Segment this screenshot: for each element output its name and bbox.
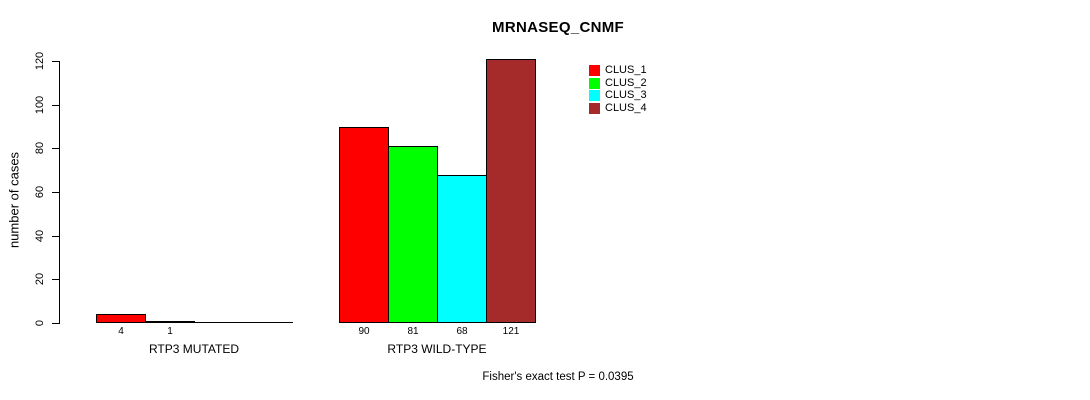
y-tick <box>52 192 59 193</box>
y-tick <box>52 323 59 324</box>
y-tick-label-text: 20 <box>34 272 46 286</box>
y-axis-line <box>59 61 60 324</box>
y-tick <box>52 279 59 280</box>
bar-clus_4-group2 <box>486 59 536 323</box>
y-tick-label-text: 100 <box>34 95 46 115</box>
bar-clus_2-group2 <box>388 146 438 323</box>
y-tick <box>52 61 59 62</box>
y-axis-title-text: number of cases <box>6 151 22 249</box>
legend-swatch-icon <box>589 90 600 102</box>
y-tick-label-text: 80 <box>34 141 46 155</box>
y-tick-label-text: 40 <box>34 229 46 243</box>
legend-swatch-icon <box>589 102 600 114</box>
bar-value-label: 4 <box>118 326 124 337</box>
y-tick-label-text: 120 <box>34 51 46 71</box>
bar-value-label: 1 <box>167 326 173 337</box>
chart-title: MRNASEQ_CNMF <box>492 19 624 36</box>
x-group-label-1: RTP3 MUTATED <box>148 342 239 356</box>
bar-value-label: 68 <box>456 326 468 337</box>
y-tick <box>52 105 59 106</box>
y-tick-label-text: 60 <box>34 185 46 199</box>
y-tick <box>52 148 59 149</box>
bar-clus_2-group1 <box>145 321 195 323</box>
bar-value-label: 121 <box>502 326 520 337</box>
legend-item-clus_4: CLUS_4 <box>589 101 647 114</box>
legend-item-clus_3: CLUS_3 <box>589 89 647 102</box>
legend-swatch-icon <box>589 77 600 89</box>
bar-clus_1-group1 <box>96 314 146 323</box>
bar-clus_1-group2 <box>339 127 389 323</box>
legend-item-clus_2: CLUS_2 <box>589 76 647 89</box>
legend: CLUS_1 CLUS_2 CLUS_3 CLUS_4 <box>589 65 647 115</box>
legend-label: CLUS_1 <box>605 64 647 76</box>
legend-label: CLUS_4 <box>605 101 647 114</box>
legend-label: CLUS_2 <box>605 76 647 89</box>
footnote-annotation: Fisher's exact test P = 0.0395 <box>482 371 634 383</box>
legend-item-clus_1: CLUS_1 <box>589 65 647 76</box>
bar-value-label: 90 <box>358 326 370 337</box>
legend-swatch-icon <box>589 65 600 76</box>
y-tick-label-text: 0 <box>34 319 46 327</box>
y-tick <box>52 236 59 237</box>
x-group-label-2: RTP3 WILD-TYPE <box>387 342 487 356</box>
legend-label: CLUS_3 <box>605 89 647 102</box>
bar-value-label: 81 <box>407 326 419 337</box>
bar-clus_3-group2 <box>437 175 487 323</box>
